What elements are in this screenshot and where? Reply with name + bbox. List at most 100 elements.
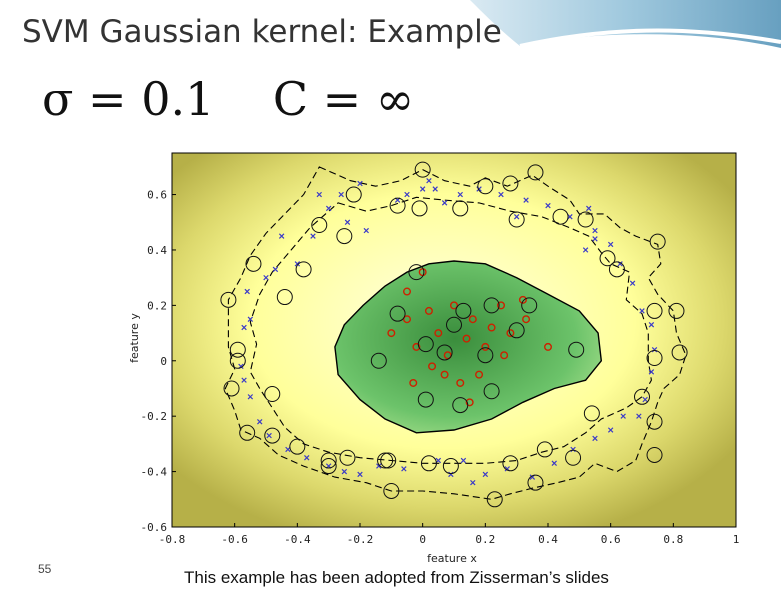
support-vector [276, 289, 293, 306]
support-vector [483, 383, 500, 400]
y-axis-ticks: 0.6 0.4 0.2 0 -0.2 -0.4 -0.6 [141, 189, 176, 534]
x-tick-label: 0.4 [538, 533, 558, 546]
negative-point [460, 457, 467, 464]
negative-point [310, 233, 316, 239]
negative-point [545, 202, 551, 209]
support-vector [455, 302, 472, 319]
support-vector [646, 302, 663, 319]
x-tick-label: -0.2 [347, 533, 374, 546]
negative-point [586, 205, 592, 212]
negative-point [629, 280, 636, 286]
support-vector [527, 474, 544, 491]
negative-point [648, 369, 655, 375]
x-tick-label: 0.2 [475, 533, 495, 546]
support-vector [568, 341, 585, 358]
negative-point [513, 213, 520, 220]
negative-point [642, 396, 648, 403]
support-vector [452, 200, 469, 217]
y-tick-label: 0.6 [147, 189, 167, 202]
negative-point [639, 308, 645, 314]
negative-point [432, 186, 438, 192]
support-vector [634, 388, 650, 405]
positive-point [409, 378, 418, 387]
negative-point [470, 479, 476, 486]
negative-points [238, 177, 658, 486]
positive-point [434, 329, 443, 338]
formula-c: C = ∞ [272, 72, 415, 126]
support-vector [502, 175, 519, 192]
support-vector [411, 200, 428, 217]
negative-point [482, 471, 489, 478]
negative-point [404, 191, 410, 198]
support-vector [599, 250, 616, 267]
positive-point [468, 315, 477, 324]
positive-point [387, 329, 396, 338]
positive-point [497, 301, 506, 310]
negative-point [363, 227, 369, 234]
negative-point [266, 432, 272, 439]
negative-point [567, 213, 573, 220]
support-vector [668, 302, 685, 319]
negative-point [304, 455, 310, 461]
support-vector [646, 413, 663, 430]
positive-point [403, 315, 412, 324]
margin-inner [249, 196, 652, 464]
support-vectors [220, 161, 688, 508]
negative-point [272, 266, 279, 273]
slide-title: SVM Gaussian kernel: Example [22, 14, 502, 50]
support-vector [477, 347, 494, 364]
support-vector [608, 261, 625, 278]
x-tick-label: 0 [419, 533, 426, 546]
support-vector [229, 341, 246, 358]
support-vector [577, 211, 594, 228]
formula-sigma: σ = 0.1 [42, 72, 215, 126]
negative-point [419, 186, 426, 192]
x-tick-label: -0.8 [159, 533, 186, 546]
negative-point [551, 460, 557, 467]
negative-point [607, 427, 614, 433]
negative-point [247, 316, 254, 322]
margin-outer [224, 166, 687, 500]
positive-point [465, 398, 474, 407]
support-vector [377, 452, 394, 469]
support-vector [552, 208, 569, 225]
negative-point [244, 288, 250, 295]
positive-point [440, 370, 449, 379]
negative-point [648, 322, 655, 328]
x-axis-ticks: -0.8 -0.6 -0.4 -0.2 0 0.2 0.4 0.6 0.8 1 [159, 523, 739, 546]
support-vector [408, 264, 425, 281]
negative-point [338, 191, 344, 198]
negative-point [441, 200, 448, 206]
support-vector [417, 336, 434, 353]
slide-caption: This example has been adopted from Zisse… [184, 568, 609, 587]
support-vector [370, 352, 387, 369]
x-tick-label: -0.4 [284, 533, 311, 546]
negative-point [592, 435, 598, 442]
support-vector [264, 427, 281, 444]
x-axis-label: feature x [427, 552, 477, 565]
support-vector [521, 297, 538, 314]
negative-point [357, 180, 363, 187]
negative-point [592, 227, 598, 234]
support-vector [320, 452, 337, 469]
support-vector [508, 211, 525, 228]
negative-point [570, 446, 576, 453]
y-tick-label: 0 [160, 355, 167, 368]
support-vector [646, 350, 663, 367]
support-vector [389, 305, 406, 322]
positive-point [462, 334, 471, 343]
support-vector [671, 344, 688, 361]
negative-point [426, 177, 432, 184]
negative-point [325, 205, 332, 212]
support-vector [220, 291, 237, 308]
support-vector [339, 449, 356, 466]
negative-point [241, 377, 247, 383]
negative-point [401, 466, 407, 472]
support-vector [345, 186, 362, 203]
positive-point [518, 295, 527, 304]
support-vector [417, 391, 434, 408]
support-vector [436, 344, 453, 361]
support-vector [446, 316, 462, 333]
support-vector [380, 452, 397, 469]
positive-point [475, 370, 484, 379]
